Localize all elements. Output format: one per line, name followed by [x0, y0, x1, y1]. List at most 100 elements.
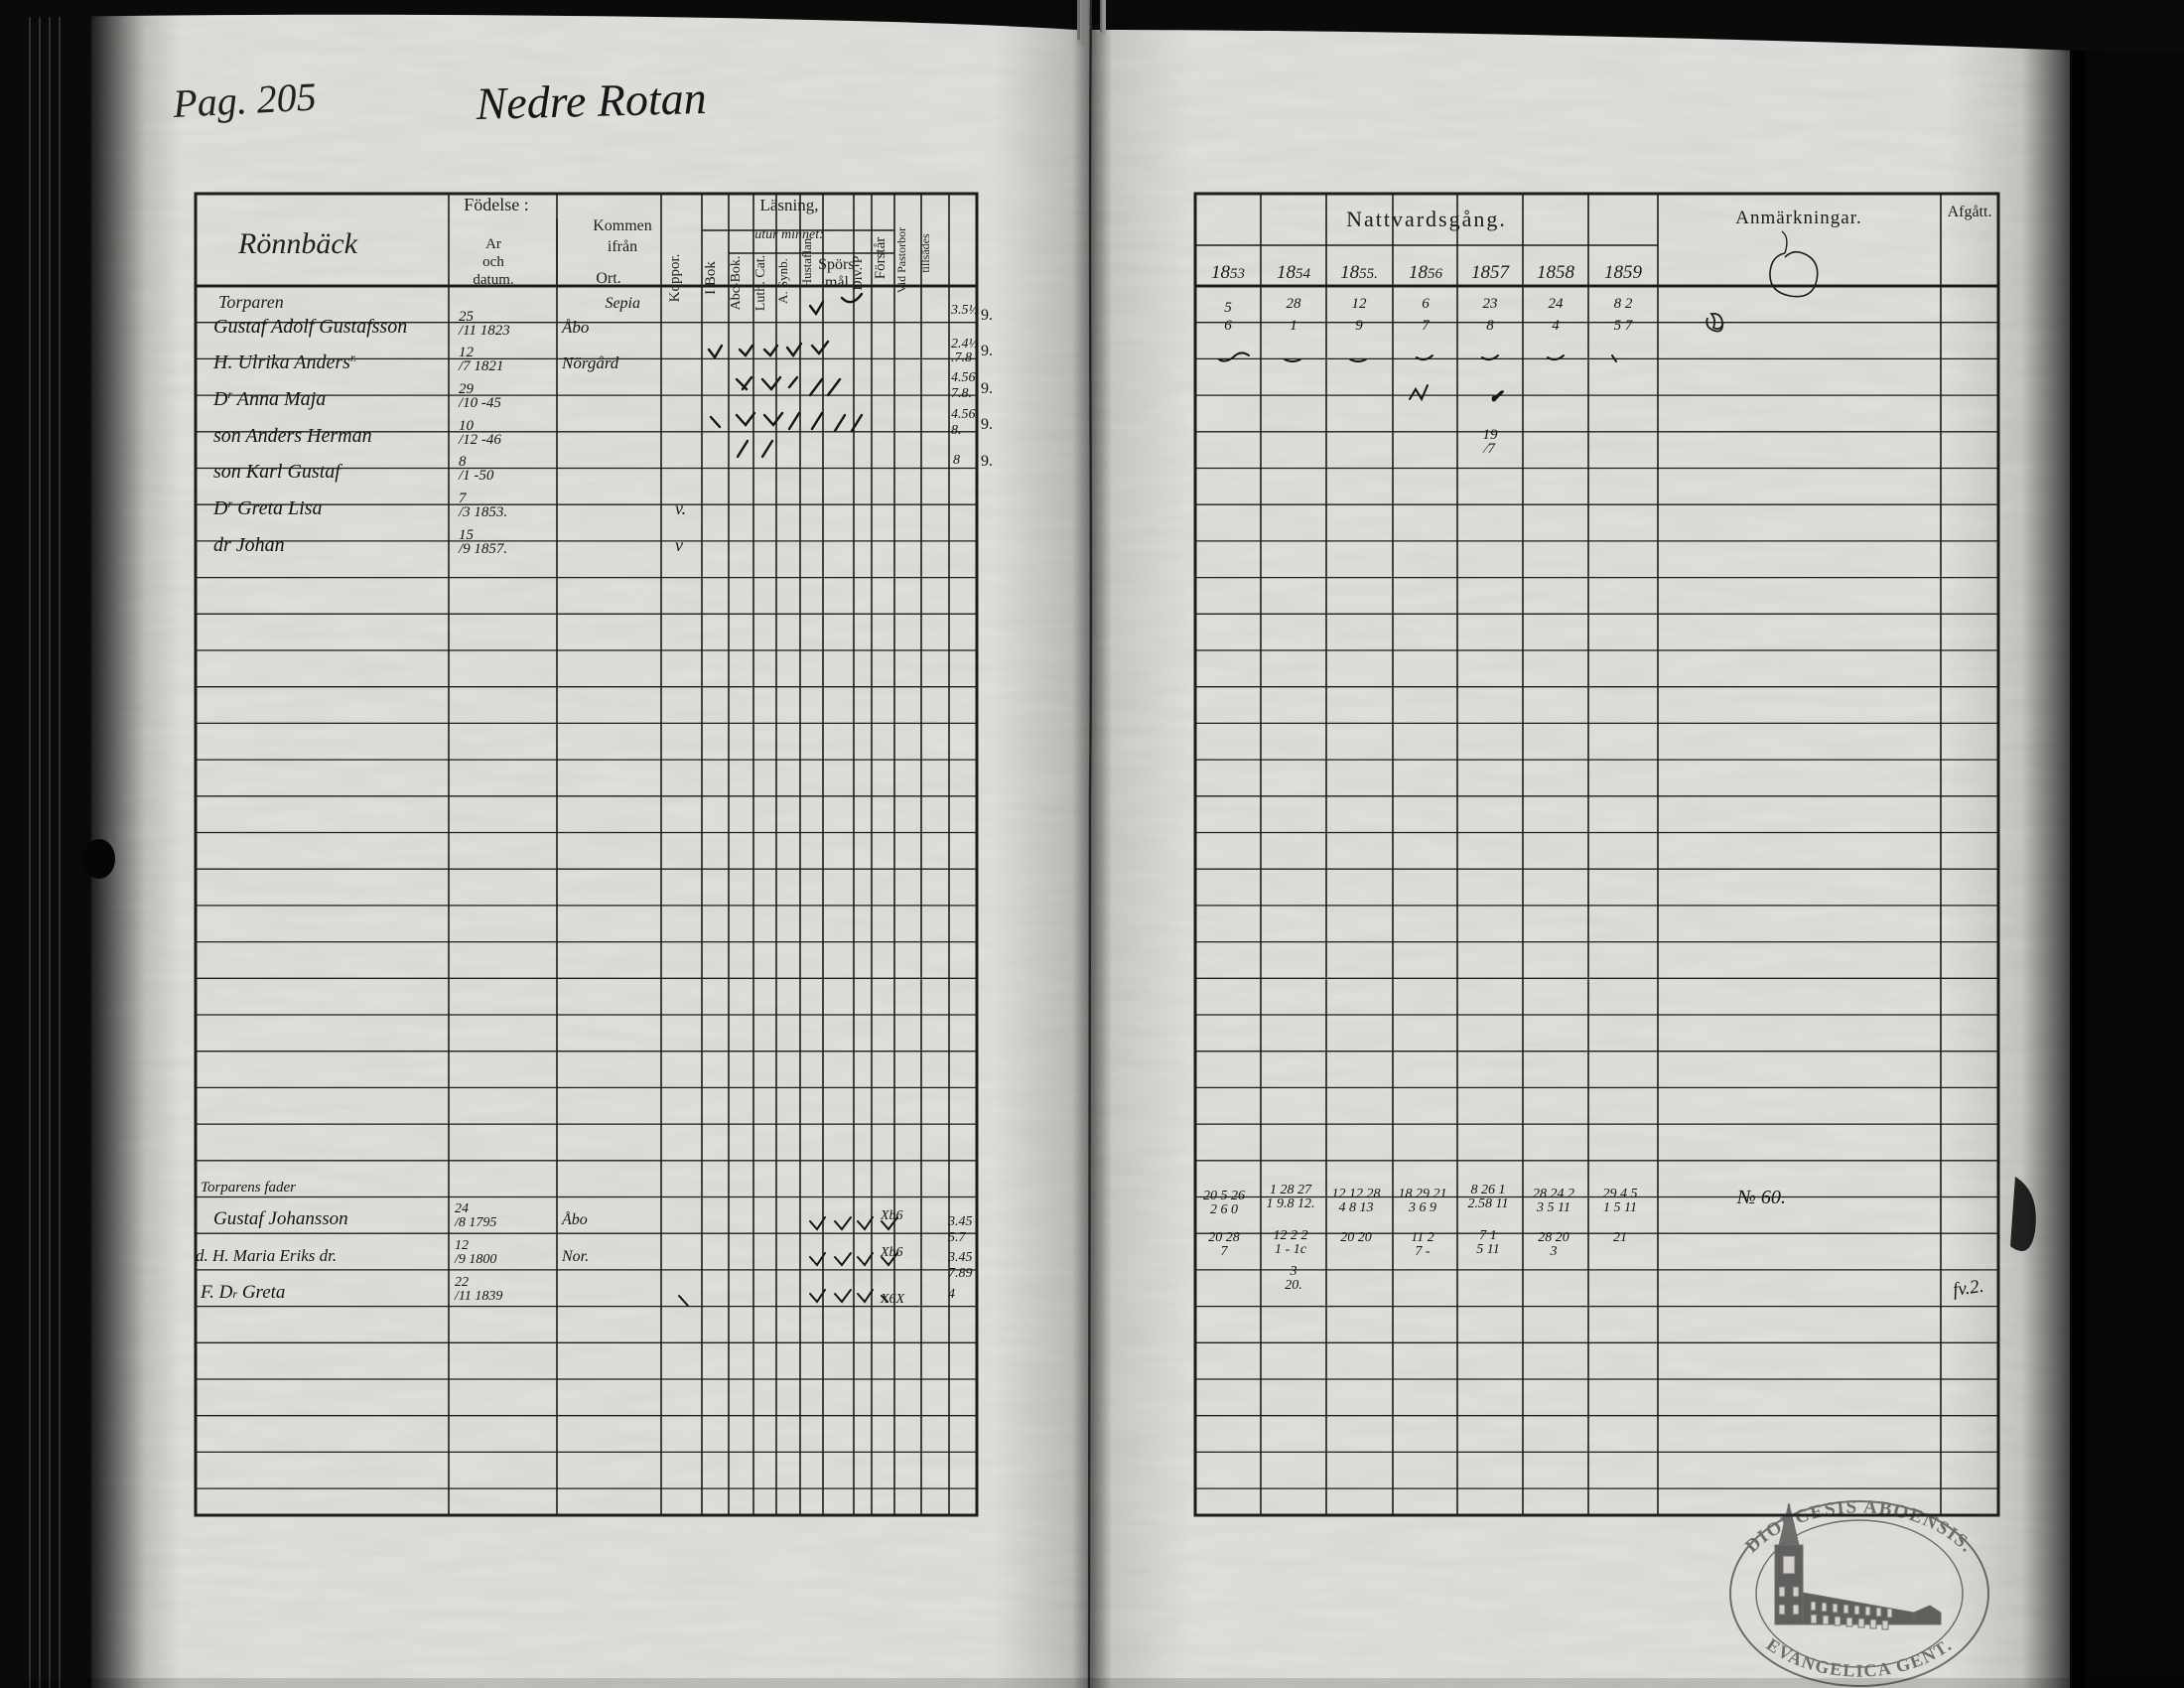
svg-text:6: 6 [1422, 296, 1430, 312]
svg-text:/1 -50: /1 -50 [458, 468, 494, 484]
svg-text:22: 22 [455, 1275, 469, 1290]
svg-text:5: 5 [1224, 300, 1232, 316]
svg-text:Läsning,: Läsning, [759, 196, 818, 214]
svg-text:4 8 13: 4 8 13 [1339, 1200, 1374, 1215]
svg-text:7 1: 7 1 [1479, 1228, 1497, 1243]
svg-text:1854: 1854 [1277, 262, 1311, 283]
svg-text:I Bok: I Bok [703, 261, 719, 295]
svg-text:9.: 9. [981, 380, 993, 397]
svg-text:3 5 11: 3 5 11 [1536, 1200, 1570, 1215]
svg-text:/9 1800: /9 1800 [454, 1252, 496, 1267]
svg-text:3.45: 3.45 [947, 1214, 973, 1229]
svg-text:Nedre Rotan: Nedre Rotan [475, 72, 707, 129]
svg-text:Rönnbäck: Rönnbäck [237, 227, 358, 260]
svg-text:v: v [675, 535, 683, 555]
svg-text:7.8.: 7.8. [951, 386, 972, 401]
svg-text:v.: v. [675, 498, 686, 518]
svg-text:⁄7: ⁄7 [1482, 441, 1497, 457]
svg-text:12: 12 [1352, 296, 1368, 312]
svg-text:20 28: 20 28 [1208, 1230, 1240, 1245]
svg-text:Torparen: Torparen [218, 292, 284, 312]
svg-text:Vid Pastorbor: Vid Pastorbor [894, 227, 908, 293]
svg-text:Anmärkningar.: Anmärkningar. [1735, 208, 1862, 228]
svg-text:Pag. 205: Pag. 205 [171, 73, 318, 126]
svg-text:Nor.: Nor. [561, 1248, 589, 1265]
svg-text:1857: 1857 [1471, 262, 1511, 283]
svg-text:A. Synb.: A. Synb. [775, 258, 790, 304]
svg-text:1855.: 1855. [1340, 262, 1378, 283]
svg-text:✓: ✓ [1489, 387, 1503, 406]
svg-text:4: 4 [1552, 318, 1560, 334]
svg-text:/11 1823: /11 1823 [458, 323, 510, 339]
svg-text:9: 9 [1355, 318, 1363, 334]
svg-text:6: 6 [1224, 318, 1232, 334]
svg-text:7 -: 7 - [1415, 1244, 1431, 1259]
svg-text:X6X: X6X [880, 1292, 905, 1307]
svg-text:1 5 11: 1 5 11 [1603, 1200, 1637, 1215]
svg-text:1856: 1856 [1409, 262, 1443, 283]
svg-text:dr Johan: dr Johan [213, 534, 285, 556]
svg-text:12: 12 [455, 1238, 469, 1253]
svg-text:datum.: datum. [473, 272, 513, 288]
svg-text:Torparens fader: Torparens fader [201, 1180, 296, 1196]
svg-text:F. Dr Greta: F. Dr Greta [200, 1282, 285, 1303]
svg-text:28: 28 [1287, 296, 1302, 312]
svg-text:№ 60.: № 60. [1736, 1187, 1786, 1208]
svg-text:1: 1 [1290, 318, 1297, 334]
svg-text:3 6 9: 3 6 9 [1408, 1200, 1436, 1215]
svg-text:1 - 1c: 1 - 1c [1275, 1242, 1307, 1257]
svg-text:1 9.8 12.: 1 9.8 12. [1267, 1196, 1315, 1211]
svg-text:8 26 1: 8 26 1 [1471, 1183, 1506, 1197]
svg-text:4.56: 4.56 [951, 407, 976, 422]
svg-text:/11 1839: /11 1839 [454, 1289, 502, 1304]
svg-text:7.89: 7.89 [948, 1266, 973, 1281]
svg-text:Xb6: Xb6 [880, 1245, 903, 1260]
svg-text:20 5 26: 20 5 26 [1203, 1189, 1245, 1203]
svg-text:mål.: mål. [825, 274, 853, 291]
svg-text:28 24 2: 28 24 2 [1533, 1187, 1574, 1201]
svg-text:Hustaflan: Hustaflan [799, 237, 814, 288]
svg-text:18 29 21: 18 29 21 [1399, 1187, 1447, 1201]
svg-text:Koppor.: Koppor. [667, 254, 683, 303]
svg-text:/8 1795: /8 1795 [454, 1215, 496, 1230]
svg-text:Förstår: Förstår [873, 237, 888, 280]
svg-text:12 2 2: 12 2 2 [1274, 1228, 1308, 1243]
svg-text:5.7: 5.7 [948, 1230, 967, 1245]
svg-text:11 2: 11 2 [1411, 1230, 1433, 1245]
svg-text:8.: 8. [951, 423, 962, 438]
svg-text:8: 8 [953, 453, 960, 468]
svg-text:/3 1853.: /3 1853. [458, 504, 507, 520]
svg-text:5 7: 5 7 [1614, 318, 1634, 334]
svg-text:Åbo: Åbo [561, 1210, 588, 1228]
svg-text:5 11: 5 11 [1476, 1242, 1499, 1257]
svg-text:2 6 0: 2 6 0 [1210, 1202, 1238, 1217]
svg-text:3: 3 [1290, 1264, 1297, 1279]
svg-text:20.: 20. [1285, 1278, 1302, 1293]
svg-text:son Karl Gustaf: son Karl Gustaf [213, 461, 342, 483]
svg-text:Kommen: Kommen [593, 217, 652, 234]
svg-text:1853: 1853 [1211, 262, 1245, 283]
svg-text:8: 8 [1486, 318, 1494, 334]
svg-text:.7.8: .7.8 [951, 351, 972, 365]
svg-text:9.: 9. [981, 453, 993, 470]
svg-text:Sepia: Sepia [605, 295, 640, 312]
svg-text:3: 3 [1550, 1244, 1558, 1259]
svg-text:9.: 9. [981, 343, 993, 359]
svg-text:Åbo: Åbo [561, 318, 589, 337]
svg-text:Gustaf Adolf Gustafsson: Gustaf Adolf Gustafsson [213, 316, 407, 338]
svg-text:3.5½: 3.5½ [950, 303, 980, 318]
svg-text:28 20: 28 20 [1538, 1230, 1570, 1245]
svg-text:/9 1857.: /9 1857. [458, 541, 507, 557]
svg-text:Xb6: Xb6 [880, 1208, 903, 1223]
svg-text:2.4½: 2.4½ [951, 337, 980, 352]
svg-text:2.58 11: 2.58 11 [1468, 1196, 1509, 1211]
svg-text:4: 4 [948, 1287, 955, 1302]
svg-text:Nattvardsgång.: Nattvardsgång. [1346, 207, 1507, 231]
svg-text:d. H. Maria Eriks dr.: d. H. Maria Eriks dr. [196, 1246, 337, 1265]
svg-text:/7 1821: /7 1821 [458, 358, 503, 374]
svg-text:Ar: Ar [485, 236, 501, 252]
svg-text:och: och [482, 254, 504, 270]
svg-text:9.: 9. [981, 416, 993, 433]
svg-text:Afgått.: Afgått. [1948, 204, 1992, 220]
svg-text:Gustaf Johansson: Gustaf Johansson [213, 1208, 348, 1229]
